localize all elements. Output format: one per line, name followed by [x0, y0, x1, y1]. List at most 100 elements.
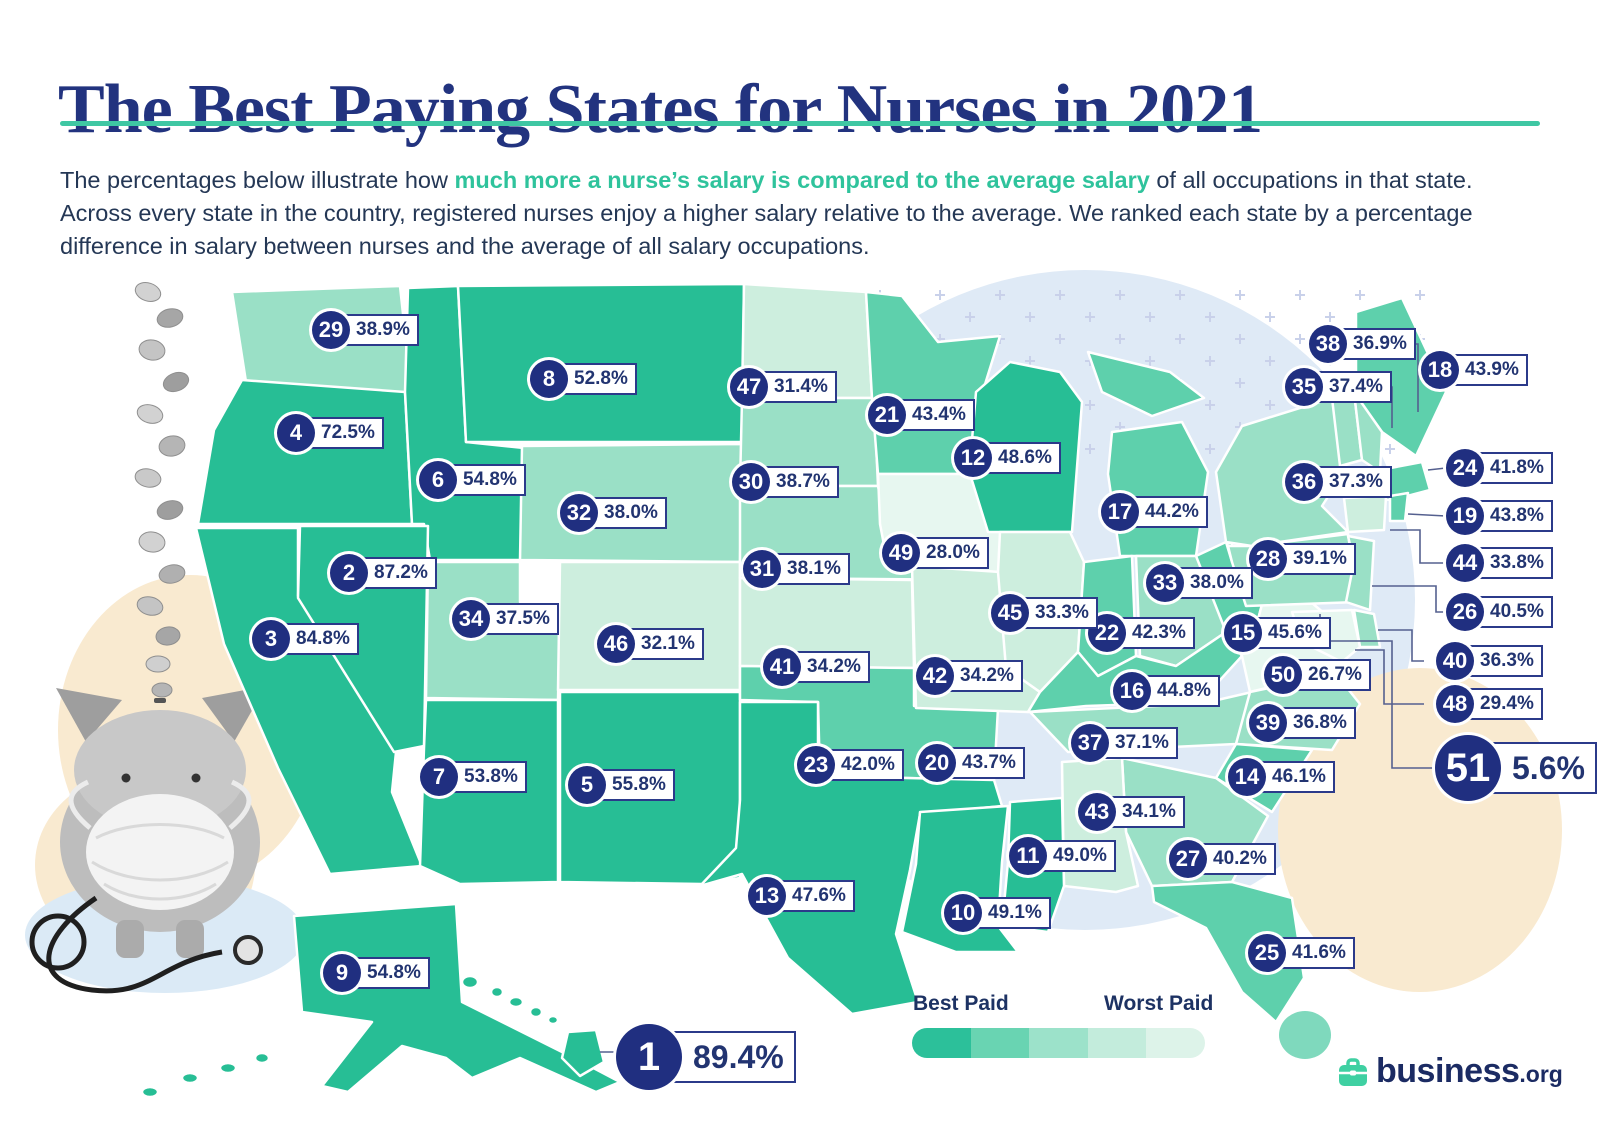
- rank-bubble-MA: 24: [1446, 449, 1484, 487]
- rank-label-DE: 40 36.3%: [1436, 642, 1543, 680]
- value-box-TX: 47.6%: [775, 880, 855, 912]
- intro-post: of all occupations in that state. Across…: [60, 166, 1473, 260]
- connector-line: [1390, 529, 1446, 564]
- falling-coins-illustration: [134, 282, 190, 698]
- value-box-VA: 26.7%: [1291, 659, 1371, 691]
- state-TX: [698, 700, 1004, 1016]
- rank-label-WI: 12 48.6%: [954, 439, 1061, 477]
- rank-label-MT: 8 52.8%: [530, 360, 637, 398]
- rank-bubble-AZ: 7: [420, 758, 458, 796]
- logo-tld: .org: [1519, 1061, 1563, 1087]
- rank-bubble-RI: 19: [1446, 497, 1484, 535]
- rank-bubble-NJ: 26: [1446, 593, 1484, 631]
- aleutian-island: [218, 1061, 238, 1075]
- legend-worst-label: Worst Paid: [1104, 992, 1214, 1015]
- rank-label-CT: 44 33.8%: [1446, 544, 1553, 582]
- rank-bubble-WA: 29: [312, 311, 350, 349]
- state-OR: [196, 378, 414, 526]
- rank-label-NC: 39 36.8%: [1249, 704, 1356, 742]
- rank-bubble-FL: 25: [1248, 934, 1286, 972]
- rank-bubble-NY: 36: [1285, 463, 1323, 501]
- value-box-SD: 38.7%: [759, 466, 839, 498]
- value-box-OR: 72.5%: [304, 417, 384, 449]
- value-box-KS: 34.2%: [790, 651, 870, 683]
- rank-label-WY: 32 38.0%: [560, 494, 667, 532]
- rank-bubble-GA: 27: [1169, 840, 1207, 878]
- value-box-PA: 39.1%: [1276, 543, 1356, 575]
- rank-bubble-WV: 15: [1224, 614, 1262, 652]
- rank-bubble-MS: 11: [1009, 837, 1047, 875]
- rank-bubble-UT: 34: [452, 600, 490, 638]
- rank-label-GA: 27 40.2%: [1169, 840, 1276, 878]
- value-box-WI: 48.6%: [981, 442, 1061, 474]
- value-box-DE: 36.3%: [1463, 645, 1543, 677]
- rank-bubble-CA: 3: [252, 620, 290, 658]
- rank-label-WA: 29 38.9%: [312, 311, 419, 349]
- value-box-OH: 38.0%: [1173, 567, 1253, 599]
- value-box-WY: 38.0%: [587, 497, 667, 529]
- rank-label-MA: 24 41.8%: [1446, 449, 1553, 487]
- state-MI-upper: [1086, 350, 1206, 418]
- hawaii-island: [507, 995, 525, 1009]
- rank-label-AR: 20 43.7%: [918, 744, 1025, 782]
- rank-bubble-AL: 43: [1078, 793, 1116, 831]
- rank-bubble-NV: 2: [330, 554, 368, 592]
- legend-swatch-2: [970, 1028, 1030, 1058]
- value-box-NM: 55.8%: [595, 769, 675, 801]
- rank-bubble-LA: 10: [944, 894, 982, 932]
- rank-bubble-ID: 6: [419, 461, 457, 499]
- rank-bubble-CT: 44: [1446, 544, 1484, 582]
- rank-bubble-NM: 5: [568, 766, 606, 804]
- value-box-MT: 52.8%: [557, 363, 637, 395]
- rank-bubble-KY: 16: [1113, 672, 1151, 710]
- aleutian-island: [180, 1071, 200, 1085]
- rank-label-OK: 23 42.0%: [797, 746, 904, 784]
- rank-label-ME: 18 43.9%: [1421, 351, 1528, 389]
- rank-bubble-DE: 40: [1436, 642, 1474, 680]
- rank-label-IL: 45 33.3%: [991, 594, 1098, 632]
- legend-best-label: Best Paid: [913, 992, 1009, 1015]
- value-box-VT: 36.9%: [1336, 328, 1416, 360]
- value-box-FL: 41.6%: [1275, 937, 1355, 969]
- rank-label-KY: 16 44.8%: [1113, 672, 1220, 710]
- rank-label-DC: 51 5.6%: [1435, 735, 1597, 801]
- rank-label-PA: 28 39.1%: [1249, 540, 1356, 578]
- rank-bubble-VA: 50: [1264, 656, 1302, 694]
- hawaii-island: [489, 985, 505, 999]
- rank-label-OR: 4 72.5%: [277, 414, 384, 452]
- briefcase-icon: [1339, 1057, 1367, 1086]
- rank-bubble-MN: 21: [868, 396, 906, 434]
- intro-pre: The percentages below illustrate how: [60, 166, 455, 193]
- rank-bubble-MI: 17: [1101, 493, 1139, 531]
- hawaii-big-island: [560, 1028, 606, 1078]
- value-box-HI: 89.4%: [667, 1031, 796, 1083]
- value-box-MI: 44.2%: [1128, 496, 1208, 528]
- value-box-AR: 43.7%: [945, 747, 1025, 779]
- value-box-KY: 44.8%: [1140, 675, 1220, 707]
- rank-bubble-MO: 42: [916, 657, 954, 695]
- value-box-MA: 41.8%: [1473, 452, 1553, 484]
- connector-line: [1378, 629, 1424, 662]
- rank-label-SC: 14 46.1%: [1228, 758, 1335, 796]
- value-box-OK: 42.0%: [824, 749, 904, 781]
- rank-label-OH: 33 38.0%: [1146, 564, 1253, 602]
- rank-label-SD: 30 38.7%: [732, 463, 839, 501]
- rank-label-NY: 36 37.3%: [1285, 463, 1392, 501]
- rank-bubble-IL: 45: [991, 594, 1029, 632]
- value-box-IL: 33.3%: [1018, 597, 1098, 629]
- teal-blob-bottom-right: [1279, 1011, 1331, 1059]
- rank-label-TN: 37 37.1%: [1071, 724, 1178, 762]
- hawaii-island: [460, 974, 480, 990]
- rank-label-FL: 25 41.6%: [1248, 934, 1355, 972]
- rank-label-VT: 38 36.9%: [1309, 325, 1416, 363]
- rank-bubble-HI: 1: [616, 1024, 682, 1090]
- value-box-NE: 38.1%: [770, 553, 850, 585]
- value-box-WV: 45.6%: [1251, 617, 1331, 649]
- rank-label-MI: 17 44.2%: [1101, 493, 1208, 531]
- hawaii-island: [528, 1005, 544, 1019]
- legend-swatch-5: [1146, 1028, 1205, 1058]
- logo-text: business: [1376, 1052, 1520, 1090]
- rank-label-MD: 48 29.4%: [1436, 685, 1543, 723]
- state-FL: [1150, 880, 1306, 1024]
- rank-bubble-OK: 23: [797, 746, 835, 784]
